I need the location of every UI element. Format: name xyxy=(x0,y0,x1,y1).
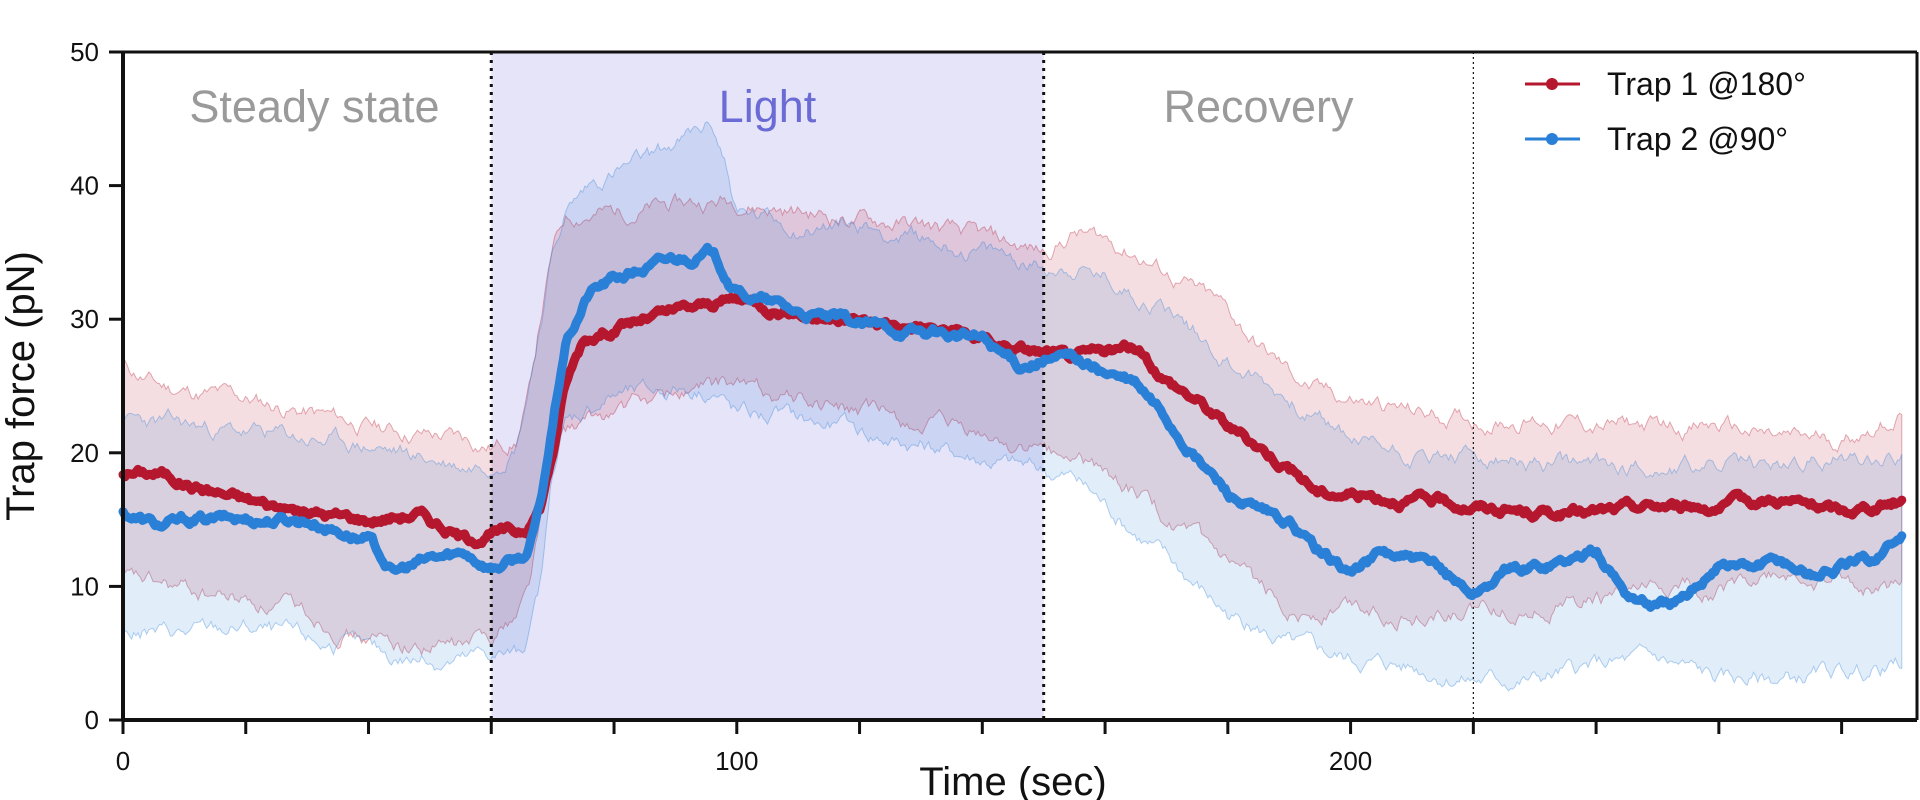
y-tick-label: 50 xyxy=(70,37,99,67)
y-tick-label: 10 xyxy=(70,571,99,601)
legend-swatch-dot xyxy=(1546,133,1558,145)
phase-label: Recovery xyxy=(1163,81,1354,132)
trap2-band xyxy=(122,121,1903,692)
confidence-bands xyxy=(122,121,1903,692)
phase-label: Light xyxy=(719,81,817,132)
x-tick-label: 200 xyxy=(1329,746,1372,776)
y-axis-title: Trap force (pN) xyxy=(0,251,43,521)
y-tick-label: 30 xyxy=(70,304,99,334)
legend-label: Trap 2 @90° xyxy=(1607,121,1788,157)
x-tick-label: 0 xyxy=(116,746,130,776)
phase-dividers xyxy=(489,52,1474,720)
phase-labels: Steady state Light Recovery xyxy=(189,81,1354,132)
light-phase-shade xyxy=(491,52,1044,720)
x-tick-label: 100 xyxy=(715,746,758,776)
y-tick-label: 20 xyxy=(70,438,99,468)
phase-shading xyxy=(491,52,1044,720)
axes: 0 10 20 30 40 50 0 100 200 xyxy=(70,37,1919,776)
series-lines xyxy=(118,242,1907,612)
phase-label: Steady state xyxy=(189,81,439,132)
legend: Trap 1 @180° Trap 2 @90° xyxy=(1525,66,1806,157)
trap1-band xyxy=(122,192,1903,657)
legend-swatch-dot xyxy=(1546,78,1558,90)
series-line-2 xyxy=(118,242,1907,612)
y-tick-label: 40 xyxy=(70,171,99,201)
legend-label: Trap 1 @180° xyxy=(1607,66,1806,102)
x-axis-title: Time (sec) xyxy=(919,760,1106,800)
y-tick-label: 0 xyxy=(85,705,99,735)
